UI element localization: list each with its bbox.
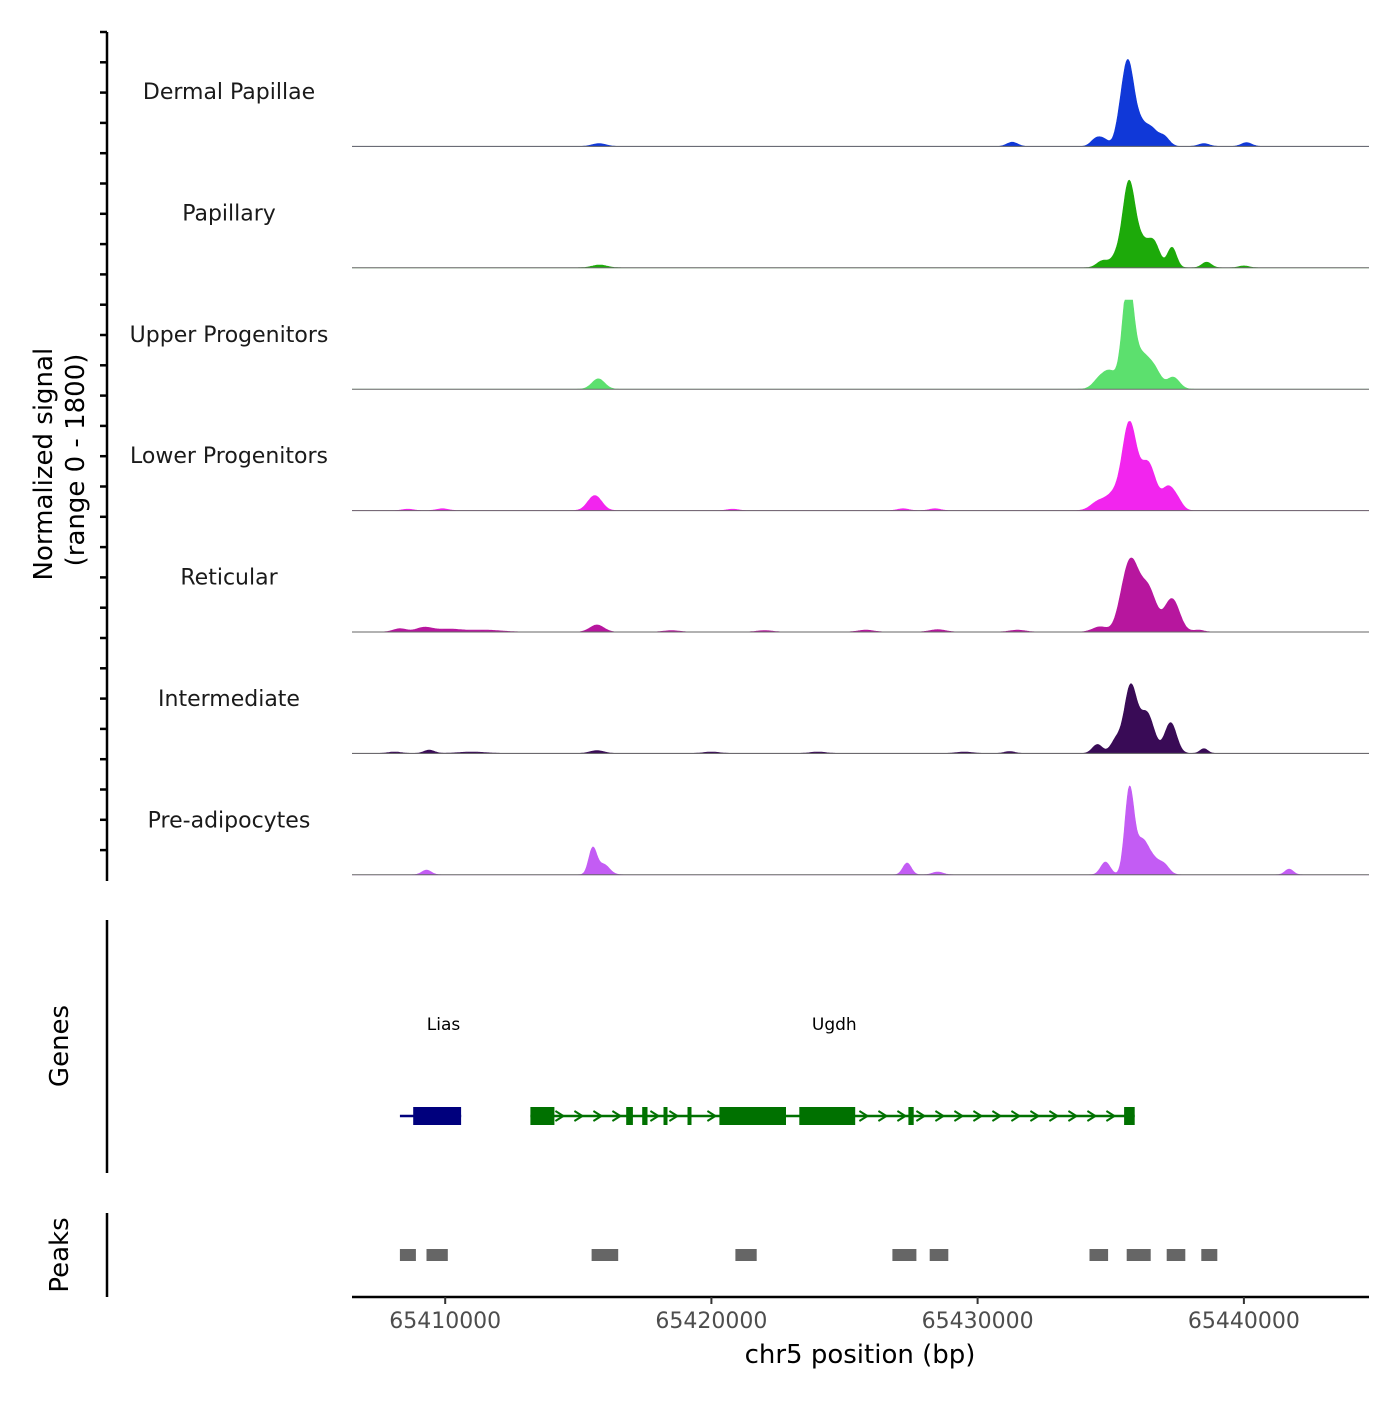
signal-track: Reticular [180, 557, 1369, 633]
signal-track: Intermediate [158, 683, 1369, 754]
gene-exon [663, 1107, 668, 1125]
track-label: Pre-adipocytes [148, 808, 311, 833]
x-tick-label: 65440000 [1188, 1309, 1300, 1334]
signal-area [352, 299, 1369, 390]
gene-exon [413, 1107, 462, 1125]
gene-exon [1124, 1107, 1135, 1125]
track-label: Intermediate [158, 687, 300, 712]
genes-axis-title: Genes [45, 1005, 75, 1087]
peak-region [1166, 1249, 1186, 1261]
strand-arrow [1067, 1110, 1079, 1122]
strand-arrow [877, 1110, 889, 1122]
gene-exon [530, 1107, 555, 1125]
x-tick-label: 65420000 [655, 1309, 767, 1334]
gene-model: Lias [399, 1015, 462, 1125]
signal-track: Upper Progenitors [130, 299, 1369, 390]
x-tick-label: 65410000 [389, 1309, 501, 1334]
signal-tracks: Dermal Papillae Papillary Upper Progenitor… [130, 59, 1369, 876]
strand-arrow [915, 1110, 927, 1122]
strand-arrow [668, 1110, 680, 1122]
strand-arrow [1086, 1110, 1098, 1122]
peak-region [735, 1249, 757, 1261]
strand-arrow [934, 1110, 946, 1122]
peak-region [399, 1249, 416, 1261]
signal-area [352, 421, 1369, 511]
track-label: Upper Progenitors [130, 323, 329, 348]
strand-arrow [953, 1110, 965, 1122]
gene-exon [719, 1107, 786, 1125]
x-tick-label: 65430000 [922, 1309, 1034, 1334]
peak-region [426, 1249, 448, 1261]
strand-arrow [649, 1110, 661, 1122]
gene-model: Ugdh [530, 1015, 1135, 1125]
strand-arrow [1048, 1110, 1060, 1122]
peak-region [1089, 1249, 1109, 1261]
signal-area [352, 179, 1369, 269]
peak-region [1126, 1249, 1151, 1261]
peak-region [1201, 1249, 1218, 1261]
peak-region [929, 1249, 949, 1261]
signal-track: Lower Progenitors [130, 421, 1369, 512]
strand-arrow [858, 1110, 870, 1122]
gene-exon [642, 1107, 648, 1125]
gene-exon [908, 1107, 914, 1125]
peaks-axis-title: Peaks [45, 1217, 75, 1292]
gene-label: Lias [427, 1015, 461, 1035]
gene-exon [799, 1107, 856, 1125]
peak-region [591, 1249, 619, 1261]
gene-label: Ugdh [812, 1015, 857, 1035]
track-label: Lower Progenitors [130, 444, 328, 469]
peak-region [892, 1249, 917, 1261]
strand-arrow [1010, 1110, 1022, 1122]
strand-arrow [573, 1110, 585, 1122]
strand-arrow [1105, 1110, 1117, 1122]
track-label: Reticular [180, 566, 278, 591]
signal-axis-title-line2: (range 0 - 1800) [61, 354, 91, 567]
signal-track: Papillary [182, 179, 1369, 269]
signal-area [352, 785, 1369, 876]
gene-track: Lias Ugdh [399, 1015, 1135, 1125]
strand-arrow [611, 1110, 623, 1122]
track-label: Papillary [182, 201, 276, 226]
strand-arrow [896, 1110, 908, 1122]
peak-track [399, 1249, 1218, 1261]
strand-arrow [592, 1110, 604, 1122]
signal-area [352, 557, 1369, 633]
x-axis-title: chr5 position (bp) [745, 1340, 976, 1370]
signal-area [352, 59, 1369, 147]
signal-y-axis [100, 30, 109, 881]
strand-arrow [554, 1110, 566, 1122]
strand-arrow [706, 1110, 718, 1122]
strand-arrow [991, 1110, 1003, 1122]
x-axis-ticks: 65410000 65420000 65430000 65440000 [389, 1297, 1300, 1334]
gene-exon [626, 1107, 633, 1125]
signal-axis-title-line1: Normalized signal [29, 348, 59, 581]
signal-axis-title: Normalized signal (range 0 - 1800) [29, 340, 91, 581]
signal-track: Dermal Papillae [143, 59, 1369, 147]
signal-track: Pre-adipocytes [148, 785, 1369, 876]
strand-arrow [972, 1110, 984, 1122]
gene-exon [687, 1107, 692, 1125]
track-label: Dermal Papillae [143, 80, 315, 105]
strand-arrow [1029, 1110, 1041, 1122]
signal-area [352, 683, 1369, 754]
